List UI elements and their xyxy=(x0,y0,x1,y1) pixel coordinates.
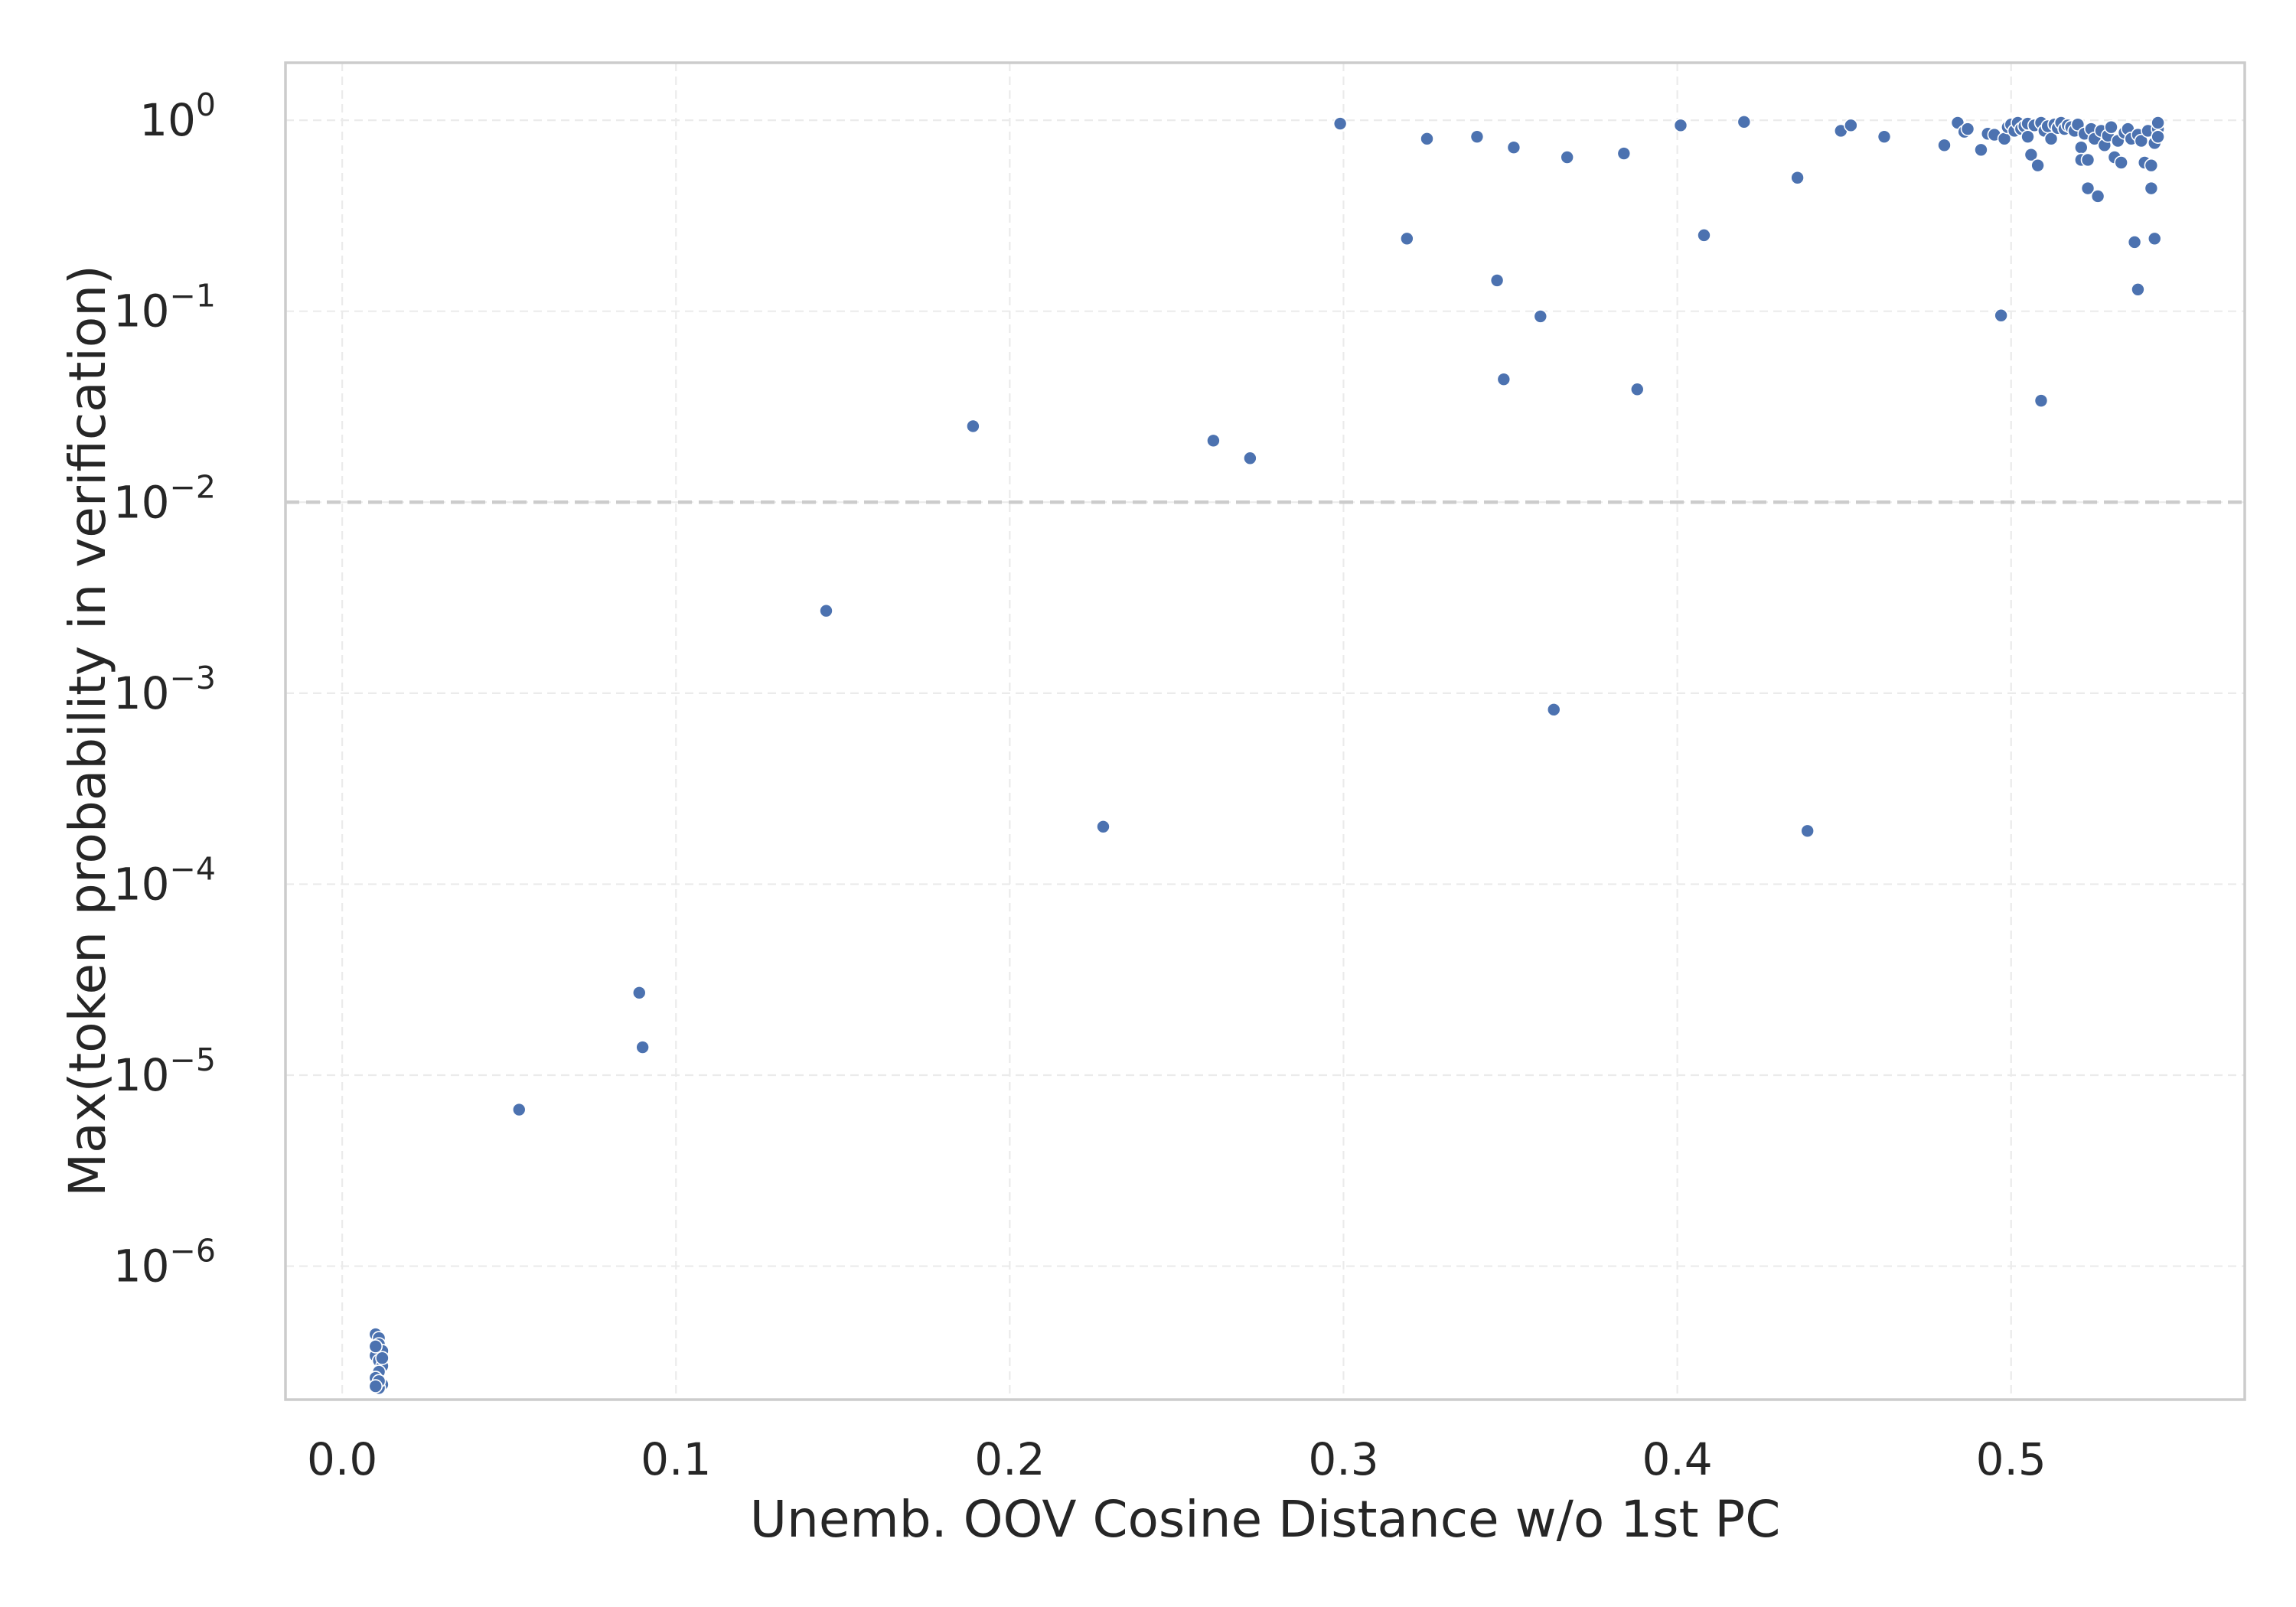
scatter-point xyxy=(1489,273,1505,288)
y-tick-labels: 10−6 10−5 10−4 10−3 10−2 10−1 100 xyxy=(113,86,216,1292)
x-axis-title: Unemb. OOV Cosine Distance w/o 1st PC xyxy=(750,1490,1781,1549)
scatter-point xyxy=(1469,129,1485,144)
scatter-point xyxy=(1616,146,1632,161)
y-tick-label: 10−3 xyxy=(113,660,216,719)
scatter-point xyxy=(2074,140,2089,155)
scatter-point xyxy=(375,1351,390,1366)
y-tick-label: 10−1 xyxy=(113,278,216,337)
scatter-point xyxy=(1546,702,1561,717)
y-tick-label: 10−2 xyxy=(113,468,216,528)
y-tick-label: 10−5 xyxy=(113,1041,216,1101)
scatter-point xyxy=(2030,158,2045,173)
scatter-point xyxy=(1533,309,1548,324)
scatter-point xyxy=(2020,129,2035,144)
grid-lines xyxy=(285,63,2245,1400)
scatter-point xyxy=(966,419,980,434)
x-tick-label: 0.1 xyxy=(641,1433,711,1485)
y-tick-label: 100 xyxy=(139,86,216,146)
scatter-point xyxy=(635,1040,650,1054)
scatter-point xyxy=(631,986,647,1000)
y-tick-label: 10−6 xyxy=(113,1233,216,1292)
scatter-point xyxy=(1697,228,1711,243)
scatter-point xyxy=(2114,155,2128,170)
scatter-point xyxy=(1673,118,1688,133)
scatter-point xyxy=(819,603,833,618)
scatter-point xyxy=(1096,819,1110,834)
x-tick-labels: 0.0 0.1 0.2 0.3 0.4 0.5 xyxy=(307,1433,2047,1485)
scatter-point xyxy=(1332,116,1348,131)
scatter-point xyxy=(1937,138,1952,153)
scatter-point xyxy=(1960,122,1975,136)
scatter-point xyxy=(1737,115,1752,129)
x-tick-label: 0.4 xyxy=(1642,1433,1712,1485)
scatter-point xyxy=(2033,393,2049,408)
scatter-point xyxy=(2090,189,2105,204)
scatter-point xyxy=(2127,235,2142,249)
scatter-point xyxy=(1506,140,1521,155)
scatter-point xyxy=(1974,142,1988,158)
x-tick-label: 0.2 xyxy=(974,1433,1045,1485)
scatter-point xyxy=(2024,147,2039,162)
x-tick-label: 0.3 xyxy=(1308,1433,1378,1485)
scatter-point xyxy=(1629,382,1645,397)
scatter-point xyxy=(2144,158,2159,173)
data-points xyxy=(368,115,2165,1396)
x-tick-label: 0.0 xyxy=(307,1433,377,1485)
scatter-point xyxy=(2147,231,2162,246)
scatter-point xyxy=(368,1339,383,1354)
scatter-point xyxy=(2131,282,2145,297)
scatter-point xyxy=(2104,119,2118,135)
scatter-point xyxy=(511,1102,527,1117)
scatter-point xyxy=(2080,152,2095,168)
scatter-point xyxy=(2043,132,2059,146)
scatter-point xyxy=(368,1379,383,1393)
scatter-point xyxy=(2080,181,2095,196)
scatter-point xyxy=(1877,129,1892,144)
scatter-point xyxy=(1496,372,1512,386)
x-tick-label: 0.5 xyxy=(1976,1433,2047,1485)
scatter-point xyxy=(1420,132,1434,146)
scatter-point xyxy=(1400,231,1414,246)
scatter-point xyxy=(1560,150,1574,165)
y-tick-label: 10−4 xyxy=(113,850,216,910)
scatter-point xyxy=(2144,181,2159,196)
scatter-point xyxy=(1243,451,1257,466)
scatter-point xyxy=(2151,116,2165,130)
y-axis-title: Max(token probability in verification) xyxy=(58,265,117,1197)
scatter-point xyxy=(1206,433,1221,448)
scatter-point xyxy=(1790,170,1805,185)
scatter-point xyxy=(1800,823,1815,839)
scatter-point xyxy=(1844,118,1858,133)
scatter-point xyxy=(2134,133,2149,148)
plot-frame xyxy=(284,61,2246,1401)
scatter-point xyxy=(1994,308,2008,323)
scatter-point xyxy=(2151,129,2165,144)
